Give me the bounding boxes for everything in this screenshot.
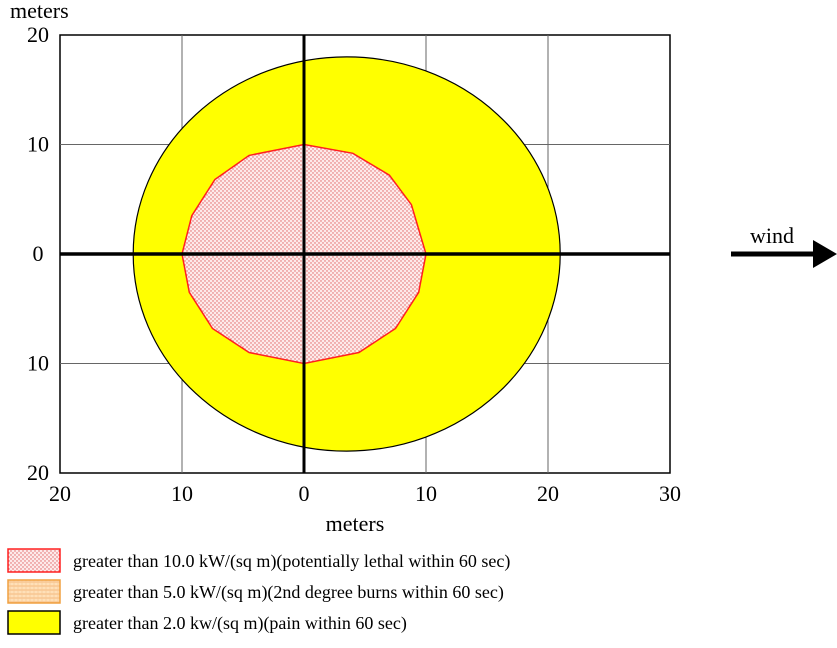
x-axis-label: meters <box>326 511 385 536</box>
y-tick-label: 0 <box>33 241 44 266</box>
wind-label: wind <box>750 223 794 248</box>
legend-label: greater than 5.0 kW/(sq m)(2nd degree bu… <box>73 582 504 603</box>
x-tick-label: 10 <box>171 481 193 506</box>
x-tick-label: 20 <box>537 481 559 506</box>
y-tick-label: 20 <box>27 460 49 485</box>
x-tick-label: 0 <box>299 481 310 506</box>
y-tick-label: 10 <box>27 132 49 157</box>
wind-indicator: wind <box>731 223 837 268</box>
y-axis-label: meters <box>10 0 69 23</box>
legend-item: greater than 2.0 kw/(sq m)(pain within 6… <box>7 610 407 635</box>
y-tick-label: 20 <box>27 22 49 47</box>
y-tick-label: 10 <box>27 351 49 376</box>
legend-item: greater than 5.0 kW/(sq m)(2nd degree bu… <box>7 579 504 604</box>
legend: greater than 10.0 kW/(sq m)(potentially … <box>7 548 510 635</box>
legend-swatch <box>7 610 61 635</box>
wind-arrow-icon <box>813 240 837 268</box>
x-tick-label: 30 <box>659 481 681 506</box>
x-tick-label: 20 <box>49 481 71 506</box>
legend-item: greater than 10.0 kW/(sq m)(potentially … <box>7 548 510 573</box>
main-axes <box>60 35 670 473</box>
legend-label: greater than 10.0 kW/(sq m)(potentially … <box>73 551 510 572</box>
legend-label: greater than 2.0 kw/(sq m)(pain within 6… <box>73 613 407 634</box>
x-tick-label: 10 <box>415 481 437 506</box>
legend-swatch <box>7 548 61 573</box>
legend-swatch <box>7 579 61 604</box>
